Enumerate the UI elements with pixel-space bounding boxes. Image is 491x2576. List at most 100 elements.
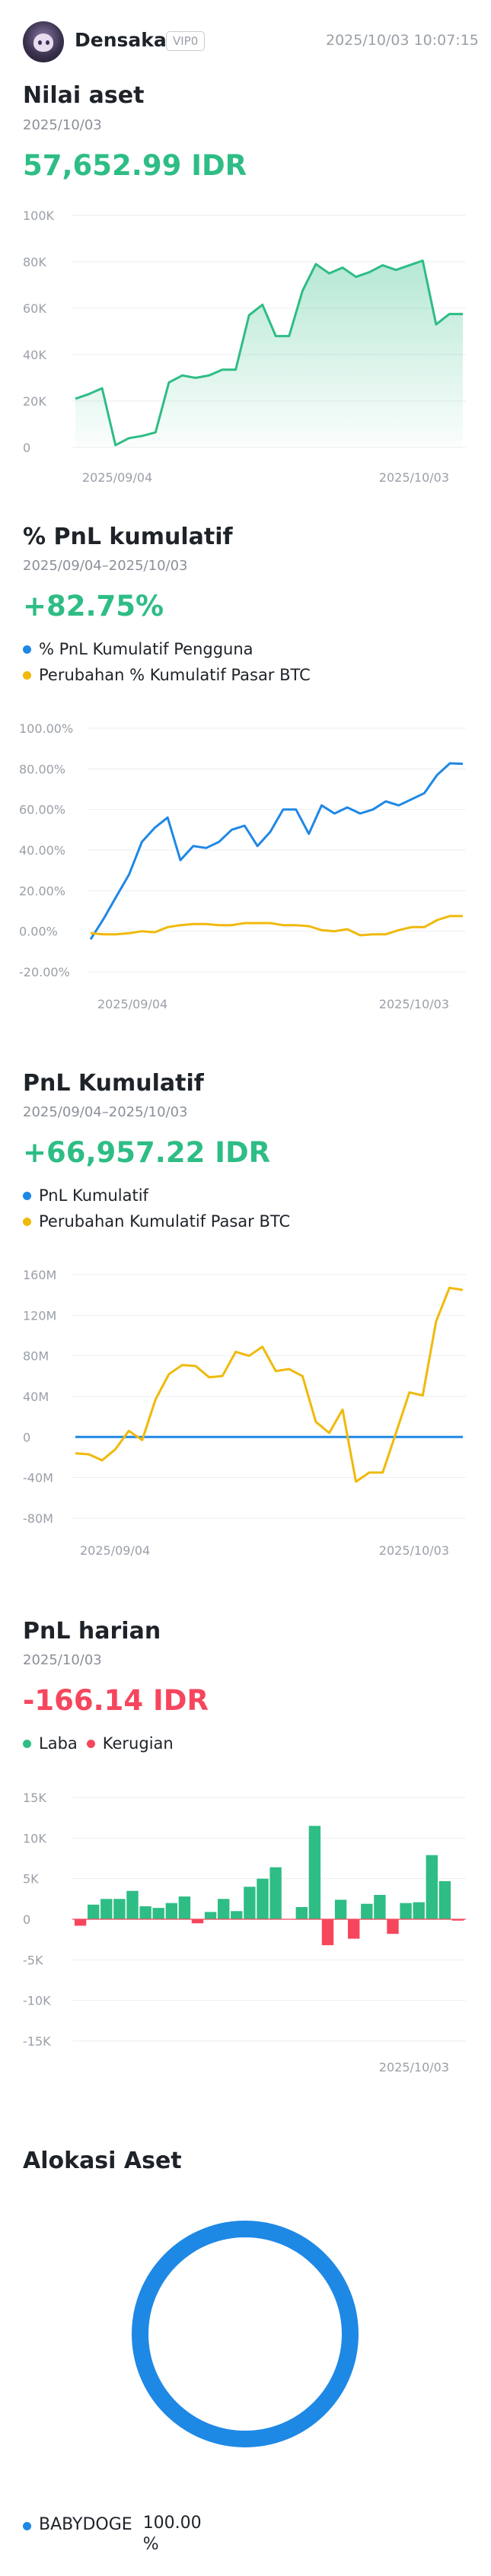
profit-bar: [257, 1878, 269, 1919]
legend-label: Perubahan Kumulatif Pasar BTC: [39, 1212, 291, 1231]
legend-dot-gold: [23, 1217, 31, 1226]
pnl-cumulative-value: +66,957.22 IDR: [23, 1136, 271, 1169]
allocation-donut-chart[interactable]: [0, 2207, 491, 2496]
y-tick-label: 0: [23, 441, 30, 455]
y-tick-label: 160M: [23, 1268, 56, 1282]
pnl-percent-chart[interactable]: 100.00% 80.00% 60.00% 40.00% 20.00% 0.00% -20.…: [0, 704, 491, 1031]
pnl-daily-value: -166.14 IDR: [23, 1684, 209, 1717]
profit-bar: [308, 1826, 321, 1919]
profit-bar: [374, 1895, 386, 1919]
legend-label: Perubahan % Kumulatif Pasar BTC: [39, 666, 311, 684]
x-tick-label: 2025/09/04: [80, 1543, 150, 1558]
legend-item-btc-cumulative[interactable]: Perubahan Kumulatif Pasar BTC: [23, 1212, 290, 1231]
asset-value-amount: 57,652.99 IDR: [23, 149, 247, 182]
x-tick-label: 2025/09/04: [82, 470, 152, 485]
btc-cumulative-line: [75, 1286, 464, 1483]
allocation-legend-item[interactable]: BABYDOGE 100.00 %: [23, 2513, 202, 2555]
pnl-cumulative-date-range: 2025/09/04–2025/10/03: [23, 1104, 188, 1120]
legend-item-pnl-cumulative[interactable]: PnL Kumulatif: [23, 1186, 148, 1205]
legend-label: % PnL Kumulatif Pengguna: [39, 640, 253, 658]
legend-label-loss[interactable]: Kerugian: [102, 1734, 174, 1753]
loss-bar: [451, 1919, 464, 1921]
legend-dot-red: [86, 1739, 95, 1748]
legend-dot-blue: [23, 645, 31, 654]
avatar-eye-left: [38, 40, 42, 45]
asset-value-chart[interactable]: 100K 80K 60K 40K 20K 0 2025/09/04 2025/10/03: [0, 194, 491, 495]
legend-dot-gold: [23, 670, 31, 680]
profile-header: Densaka VIP0 2025/10/03 10:07:15: [0, 0, 491, 84]
profit-bar: [204, 1912, 217, 1919]
profit-bar: [178, 1896, 191, 1919]
y-tick-label: 5K: [23, 1872, 39, 1887]
x-tick-label: 2025/10/03: [379, 997, 449, 1011]
pnl-cumulative-title: PnL Kumulatif: [23, 1070, 204, 1097]
pnl-daily-date: 2025/10/03: [23, 1652, 102, 1668]
profit-bar: [100, 1899, 113, 1919]
area-fill: [75, 260, 463, 447]
x-tick-label: 2025/09/04: [97, 997, 167, 1011]
y-tick-label: 100K: [23, 209, 55, 223]
loss-bar: [387, 1919, 399, 1934]
legend-dot-blue: [23, 2522, 31, 2530]
y-tick-label: 20K: [23, 394, 46, 409]
y-tick-label: -40M: [23, 1471, 53, 1485]
pnl-percent-value: +82.75%: [23, 590, 164, 623]
profit-bar: [295, 1907, 308, 1919]
y-tick-label: 80M: [23, 1349, 49, 1364]
allocation-asset-percent: 100.00 %: [142, 2514, 202, 2554]
x-tick-label: 2025/10/03: [379, 1543, 449, 1558]
profit-bar: [139, 1906, 151, 1919]
legend-item-btc-percent[interactable]: Perubahan % Kumulatif Pasar BTC: [23, 666, 311, 684]
pnl-daily-chart[interactable]: 15K 10K 5K 0 -5K -10K -15K 2025/10/03: [0, 1773, 491, 2078]
x-tick-label: 2025/10/03: [379, 2060, 449, 2074]
loss-bar: [348, 1919, 360, 1939]
y-tick-label: 0.00%: [19, 925, 58, 939]
loss-bar: [191, 1919, 204, 1924]
loss-bar: [321, 1919, 334, 1946]
pnl-daily-title: PnL harian: [23, 1618, 161, 1645]
asset-value-title: Nilai aset: [23, 82, 145, 109]
donut-slice-babydoge: [132, 2221, 359, 2447]
avatar-face: [33, 33, 53, 52]
y-tick-label: -10K: [23, 1994, 51, 2008]
y-tick-label: 0: [23, 1430, 30, 1444]
legend-item-user-pnl-percent[interactable]: % PnL Kumulatif Pengguna: [23, 640, 253, 658]
y-tick-label: -15K: [23, 2034, 51, 2049]
profit-bar: [152, 1908, 164, 1919]
pnl-percent-date-range: 2025/09/04–2025/10/03: [23, 558, 188, 574]
asset-value-line: [75, 260, 463, 447]
legend-label-profit[interactable]: Laba: [39, 1734, 78, 1753]
y-tick-label: 40K: [23, 348, 46, 362]
avatar-eye-right: [46, 40, 49, 45]
y-tick-label: 100.00%: [19, 721, 73, 736]
pnl-cumulative-chart[interactable]: 160M 120M 80M 40M 0 -40M -80M 2025/09/04 2025/10…: [0, 1250, 491, 1578]
legend-dot-green: [23, 1739, 31, 1748]
y-tick-label: 20.00%: [19, 884, 65, 898]
asset-value-date: 2025/10/03: [23, 117, 102, 133]
timestamp: 2025/10/03 10:07:15: [326, 32, 479, 49]
username: Densaka: [75, 29, 167, 51]
x-tick-label: 2025/10/03: [379, 470, 449, 485]
profit-bar: [438, 1880, 451, 1919]
profit-bar: [269, 1867, 282, 1919]
avatar[interactable]: [23, 21, 64, 62]
profit-bar: [231, 1911, 243, 1919]
profit-bar: [400, 1903, 412, 1919]
legend-label: PnL Kumulatif: [39, 1186, 148, 1205]
y-tick-label: 120M: [23, 1308, 56, 1323]
user-pnl-percent-line: [89, 762, 464, 941]
profit-bar: [244, 1887, 256, 1919]
y-tick-label: -80M: [23, 1511, 53, 1526]
profit-bar: [126, 1890, 139, 1919]
profit-bar: [334, 1899, 347, 1919]
loss-bar: [74, 1919, 87, 1926]
profit-bar: [113, 1899, 126, 1919]
y-tick-label: 80K: [23, 255, 46, 269]
y-tick-label: 40M: [23, 1390, 49, 1404]
vip-badge: VIP0: [166, 31, 206, 51]
profit-bar: [361, 1903, 373, 1919]
y-tick-label: 40.00%: [19, 843, 65, 858]
y-tick-label: 60.00%: [19, 803, 65, 817]
legend-dot-blue: [23, 1191, 31, 1200]
y-tick-label: 60K: [23, 301, 46, 316]
